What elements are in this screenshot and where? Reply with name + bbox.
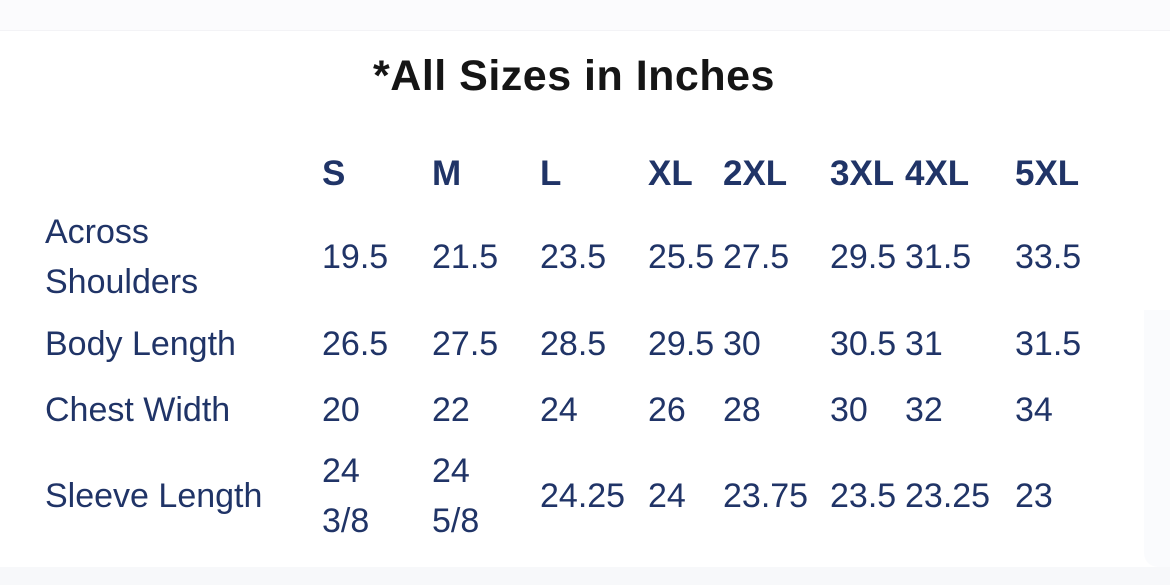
column-header-label: M (432, 154, 462, 194)
cell-body-length-xl: 29.5 (648, 310, 723, 379)
column-header-label: 3XL (830, 154, 895, 194)
cell-body-length-m: 27.5 (432, 310, 540, 379)
cell-value: 31.5 (905, 238, 972, 277)
cell-body-length-5xl: 31.5 (1015, 310, 1130, 379)
cell-value: 29.5 (648, 324, 715, 363)
column-header-label: XL (648, 154, 693, 194)
cell-value: 27.5 (432, 324, 499, 363)
cell-chest-width-3xl: 30 (830, 379, 905, 443)
cell-across-shoulders-4xl: 31.5 (905, 206, 1015, 310)
cell-across-shoulders-m: 21.5 (432, 206, 540, 310)
cell-body-length-2xl: 30 (723, 310, 830, 379)
cell-sleeve-length-m: 24 5/8 (432, 443, 540, 550)
row-label-chest-width: Chest Width (45, 379, 322, 443)
row-label-across-shoulders: Across Shoulders (45, 206, 322, 310)
cell-value: 31.5 (1015, 324, 1082, 363)
cell-value: 27.5 (723, 238, 790, 277)
cell-chest-width-m: 22 (432, 379, 540, 443)
column-header-label: 2XL (723, 154, 788, 194)
top-background-band (0, 0, 1170, 31)
column-header-s: S (322, 142, 432, 206)
cell-sleeve-length-l: 24.25 (540, 443, 648, 550)
row-label-text: Body Length (45, 324, 236, 363)
cell-value: 23.25 (905, 476, 991, 515)
column-header-label: 4XL (905, 154, 970, 194)
cell-value: 28 (723, 391, 761, 430)
row-label-text: Chest Width (45, 391, 231, 430)
cell-across-shoulders-5xl: 33.5 (1015, 206, 1130, 310)
cell-across-shoulders-s: 19.5 (322, 206, 432, 310)
size-chart-table: S M L XL 2XL 3XL 4XL 5XL Across Shoulder… (45, 142, 1130, 550)
cell-value: 30 (830, 391, 868, 430)
column-header-2xl: 2XL (723, 142, 830, 206)
column-header-5xl: 5XL (1015, 142, 1130, 206)
column-header-xl: XL (648, 142, 723, 206)
cell-value: 34 (1015, 391, 1053, 430)
cell-value: 33.5 (1015, 238, 1082, 277)
cell-value: 24 (648, 476, 686, 515)
cell-sleeve-length-4xl: 23.25 (905, 443, 1015, 550)
column-header-m: M (432, 142, 540, 206)
cell-chest-width-4xl: 32 (905, 379, 1015, 443)
column-header-4xl: 4XL (905, 142, 1015, 206)
cell-across-shoulders-xl: 25.5 (648, 206, 723, 310)
cell-chest-width-xl: 26 (648, 379, 723, 443)
row-label-text: Across Shoulders (45, 213, 199, 301)
cell-value: 23.75 (723, 476, 809, 515)
bottom-background-band (0, 567, 1170, 585)
right-background-strip (1144, 310, 1170, 567)
column-header-label: L (540, 154, 562, 194)
header-spacer (45, 142, 322, 206)
cell-value: 29.5 (830, 238, 897, 277)
cell-value: 32 (905, 391, 943, 430)
column-header-label: S (322, 154, 346, 194)
cell-chest-width-5xl: 34 (1015, 379, 1130, 443)
cell-value: 24 (540, 391, 578, 430)
cell-value: 24.25 (540, 476, 626, 515)
cell-body-length-l: 28.5 (540, 310, 648, 379)
cell-value: 24 5/8 (432, 451, 480, 540)
cell-body-length-4xl: 31 (905, 310, 1015, 379)
cell-value: 23.5 (540, 238, 607, 277)
cell-sleeve-length-xl: 24 (648, 443, 723, 550)
cell-value: 30.5 (830, 324, 897, 363)
row-label-text: Sleeve Length (45, 476, 263, 515)
cell-across-shoulders-l: 23.5 (540, 206, 648, 310)
cell-sleeve-length-5xl: 23 (1015, 443, 1130, 550)
cell-value: 30 (723, 324, 761, 363)
cell-value: 26.5 (322, 324, 389, 363)
column-header-l: L (540, 142, 648, 206)
cell-value: 31 (905, 324, 943, 363)
cell-value: 23.5 (830, 476, 897, 515)
cell-value: 24 3/8 (322, 451, 370, 540)
cell-value: 23 (1015, 476, 1053, 515)
column-header-3xl: 3XL (830, 142, 905, 206)
cell-chest-width-2xl: 28 (723, 379, 830, 443)
row-label-sleeve-length: Sleeve Length (45, 443, 322, 550)
row-label-body-length: Body Length (45, 310, 322, 379)
cell-value: 26 (648, 391, 686, 430)
cell-value: 19.5 (322, 238, 389, 277)
cell-sleeve-length-s: 24 3/8 (322, 443, 432, 550)
cell-value: 22 (432, 391, 470, 430)
column-header-label: 5XL (1015, 154, 1080, 194)
cell-chest-width-s: 20 (322, 379, 432, 443)
cell-value: 25.5 (648, 238, 715, 277)
cell-body-length-s: 26.5 (322, 310, 432, 379)
cell-across-shoulders-2xl: 27.5 (723, 206, 830, 310)
cell-body-length-3xl: 30.5 (830, 310, 905, 379)
size-chart-title: *All Sizes in Inches (373, 52, 775, 100)
cell-across-shoulders-3xl: 29.5 (830, 206, 905, 310)
cell-sleeve-length-3xl: 23.5 (830, 443, 905, 550)
cell-value: 28.5 (540, 324, 607, 363)
cell-value: 20 (322, 391, 360, 430)
cell-value: 21.5 (432, 238, 499, 277)
cell-sleeve-length-2xl: 23.75 (723, 443, 830, 550)
cell-chest-width-l: 24 (540, 379, 648, 443)
